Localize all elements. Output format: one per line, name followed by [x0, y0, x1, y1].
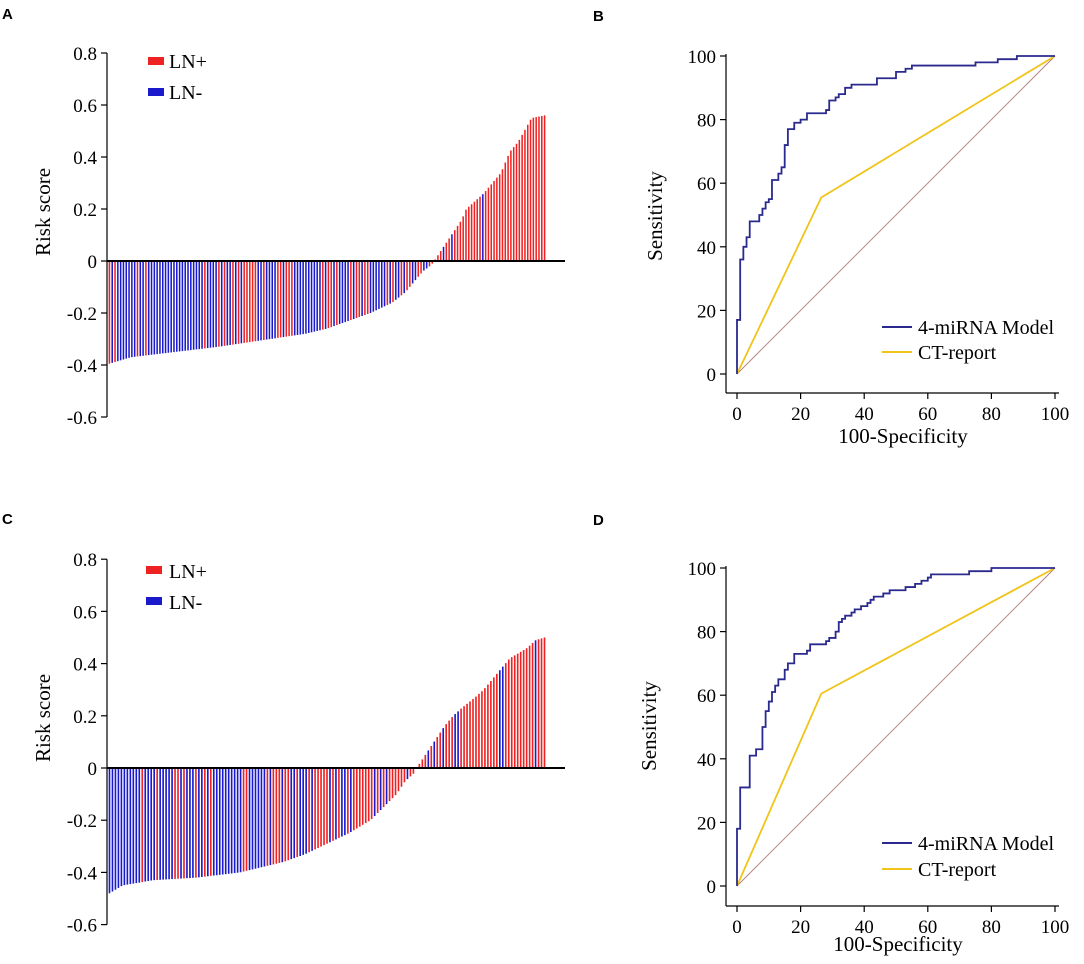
legend-label-ln-neg: LN- [169, 592, 202, 614]
y-tick-label: 60 [697, 174, 716, 195]
y-tick-label: -0.6 [67, 916, 97, 937]
y-tick-label: 0.4 [73, 655, 97, 676]
panel-b-xlabel: 100-Specificity [838, 424, 968, 448]
y-tick-label: 0 [88, 759, 98, 780]
model-roc-curve [736, 567, 1055, 886]
panel-d-legend: 4-miRNA Model CT-report [882, 833, 1055, 881]
panel-c-legend: LN+ LN- [146, 561, 207, 614]
legend-label-ln-neg: LN- [169, 82, 202, 104]
y-tick-label: 80 [697, 111, 716, 132]
ct-report-roc-curve [736, 567, 1056, 887]
y-tick-label: 20 [697, 813, 716, 834]
legend-label-ct: CT-report [918, 859, 997, 881]
legend-label-ln-pos: LN+ [169, 51, 207, 73]
y-tick-label: 60 [697, 686, 716, 707]
panel-c-label: C [2, 511, 13, 528]
y-tick-label: -0.6 [67, 408, 97, 429]
legend-label-model: 4-miRNA Model [918, 833, 1055, 855]
y-tick-label: 0.8 [73, 44, 97, 65]
panel-d-label: D [593, 512, 604, 529]
x-tick-label: 20 [791, 404, 810, 425]
panel-d-ylabel: Sensitivity [637, 681, 661, 771]
panel-a-legend: LN+ LN- [148, 51, 207, 104]
y-tick-label: 100 [688, 47, 717, 68]
y-tick-label: 0.4 [73, 148, 97, 169]
x-tick-label: 40 [855, 917, 874, 938]
legend-swatch-ln-pos [146, 566, 162, 574]
y-tick-label: 40 [697, 750, 716, 771]
panel-a: A Risk score LN+ LN- 0.8 0.6 0.4 0.2 0 -0.2 -0… [2, 6, 565, 429]
y-tick-label: 0.2 [73, 200, 97, 221]
y-tick-label: 0.6 [73, 602, 97, 623]
panel-d: D 100-Specificity Sensitivity 4-miRNA Mo… [593, 512, 1069, 956]
panel-b: B 100-Specificity Sensitivity 4-miRNA Mo… [593, 8, 1069, 448]
panel-c-ylabel: Risk score [31, 674, 55, 762]
legend-swatch-ln-pos [148, 57, 164, 65]
panel-b-legend: 4-miRNA Model CT-report [882, 317, 1055, 364]
y-tick-label: -0.4 [67, 356, 98, 377]
x-tick-label: 20 [791, 917, 810, 938]
y-tick-label: -0.4 [67, 863, 98, 884]
x-tick-label: 0 [732, 917, 742, 938]
model-roc-curve [736, 55, 1055, 374]
y-tick-label: 100 [688, 559, 717, 580]
reference-diagonal [736, 567, 1056, 887]
y-tick-label: 0.8 [73, 550, 97, 571]
y-tick-label: 0 [707, 365, 717, 386]
ct-report-roc-curve [736, 55, 1056, 375]
x-tick-label: 60 [918, 404, 937, 425]
legend-swatch-ln-neg [146, 597, 162, 605]
panel-b-label: B [593, 8, 604, 25]
y-tick-label: -0.2 [67, 304, 97, 325]
reference-diagonal [736, 55, 1056, 375]
y-tick-label: 0 [88, 252, 98, 273]
x-tick-label: 80 [982, 404, 1001, 425]
y-tick-label: 20 [697, 301, 716, 322]
legend-label-ln-pos: LN+ [169, 561, 207, 583]
panel-a-label: A [2, 6, 13, 23]
y-tick-label: 80 [697, 623, 716, 644]
x-tick-label: 40 [855, 404, 874, 425]
y-tick-label: 0.2 [73, 707, 97, 728]
y-tick-label: 40 [697, 238, 716, 259]
y-tick-label: -0.2 [67, 811, 97, 832]
legend-label-model: 4-miRNA Model [918, 317, 1055, 339]
y-tick-label: 0 [707, 877, 717, 898]
y-tick-label: 0.6 [73, 96, 97, 117]
x-tick-label: 0 [732, 404, 742, 425]
x-tick-label: 100 [1041, 917, 1070, 938]
x-tick-label: 60 [918, 917, 937, 938]
x-tick-label: 80 [982, 917, 1001, 938]
panel-b-ylabel: Sensitivity [643, 171, 667, 261]
legend-swatch-ln-neg [148, 88, 164, 96]
panel-d-xlabel: 100-Specificity [833, 932, 963, 956]
legend-label-ct: CT-report [918, 342, 997, 364]
panel-c: C Risk score LN+ LN- 0.8 0.6 0.4 0.2 0 -0.2 -0… [2, 511, 565, 937]
panel-a-ylabel: Risk score [31, 168, 55, 256]
x-tick-label: 100 [1041, 404, 1070, 425]
